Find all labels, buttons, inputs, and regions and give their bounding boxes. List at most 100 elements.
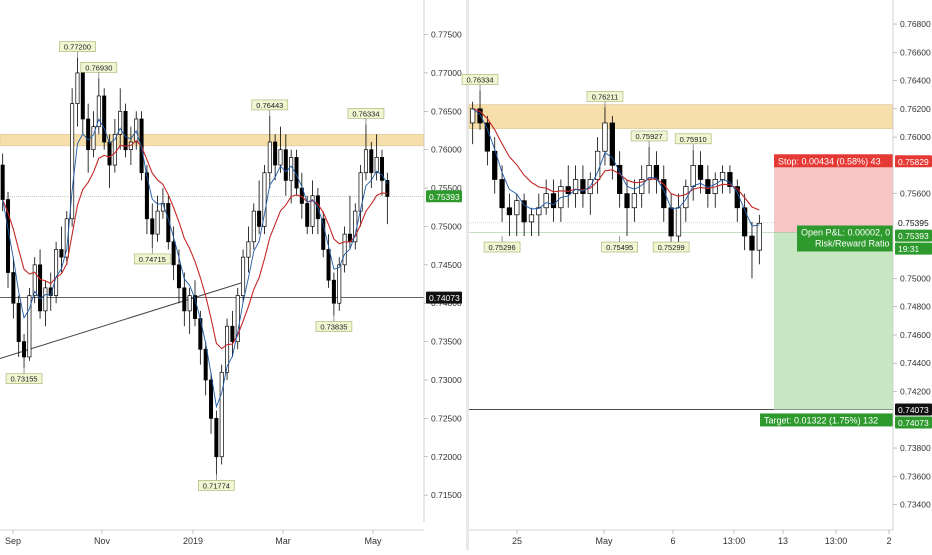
right-chart-candle: [580, 179, 586, 194]
left-chart-swing-label-box: [198, 480, 235, 491]
right-chart-swing-label-box: [586, 91, 624, 102]
right-chart-candle: [661, 179, 667, 209]
right-chart-y-tick-label: 0.75600: [900, 189, 931, 199]
right-chart-candle: [514, 200, 520, 216]
right-chart-candle: [521, 200, 527, 223]
left-level-tag-box: [426, 291, 462, 304]
left-chart-candle: [86, 118, 91, 151]
right-chart-candle: [756, 222, 762, 251]
left-chart-swing-label-box: [5, 373, 43, 385]
right-chart-candle: [675, 207, 682, 237]
left-chart-candle: [235, 295, 240, 342]
right-chart-swing-label-box: [601, 241, 638, 253]
left-chart-candle: [267, 141, 272, 174]
left-chart-y-tick-label: 0.71500: [431, 490, 462, 500]
right-chart-y-tick-label: 0.74200: [900, 386, 931, 396]
right-chart-candle: [572, 179, 579, 194]
left-chart-candle: [75, 72, 80, 104]
left-chart-candle: [310, 195, 315, 227]
left-chart-swing-label-box: [251, 99, 289, 111]
left-chart-candle: [102, 95, 107, 143]
left-chart-candle: [22, 341, 27, 358]
right-stop-tag-box: [895, 155, 932, 168]
left-chart-candle: [107, 141, 112, 166]
left-chart-candle: [112, 133, 117, 166]
right-chart-y-axis: 0.76800 0.76600 0.76400 0.76200 0.76000 0.756…: [892, 0, 931, 530]
left-chart-candle: [171, 241, 176, 266]
left-chart-swing-label: 0.73835: [320, 323, 347, 332]
left-chart-candle: [16, 302, 21, 342]
right-timer-tag-box: [895, 242, 932, 255]
left-x-axis: Sep Nov 2019 Mar May: [0, 529, 464, 550]
left-chart-candle: [326, 249, 331, 281]
right-chart-candle: [741, 207, 748, 237]
right-level-tag-box: [895, 403, 932, 416]
right-x-axis-tick-label: 25: [512, 536, 522, 546]
left-chart-candle: [305, 203, 310, 227]
right-chart-candle: [668, 207, 674, 237]
right-chart-swing-label: 0.76211: [592, 92, 619, 101]
right-stop-tag-text: 0.75829: [898, 157, 929, 167]
right-chart-ma-slow: [472, 108, 760, 211]
left-chart-candle: [219, 371, 224, 458]
right-chart-candle: [609, 122, 615, 166]
left-chart-swing-label: 0.76930: [85, 63, 112, 72]
right-timer-tag: 19:31: [895, 242, 932, 255]
right-chart-candle: [617, 165, 623, 194]
right-chart-candle: [499, 179, 505, 209]
left-chart-swing-label: 0.73155: [10, 375, 37, 384]
right-x-axis-bg: [469, 530, 932, 550]
left-chart-candle: [80, 72, 85, 120]
right-timer-tag-text: 19:31: [898, 244, 920, 254]
left-chart-ma-fast: [2, 118, 388, 409]
left-chart-candle: [176, 264, 181, 289]
left-x-axis-tick-label: 2019: [183, 536, 203, 546]
left-chart-y-tick-label: 0.75500: [431, 183, 462, 193]
left-chart-swing-label: 0.71774: [203, 481, 230, 490]
left-chart-candle: [273, 141, 278, 166]
right-current-price-tag-2-text: 0.75393: [898, 231, 929, 241]
left-x-axis-tick-label: Mar: [275, 536, 291, 546]
left-chart-swing-label: 0.74715: [139, 255, 166, 264]
left-chart-candle: [192, 295, 198, 319]
position-target-zone: [774, 232, 893, 410]
left-chart-candle: [241, 256, 246, 296]
left-x-axis-tick-label: May: [364, 536, 382, 546]
right-chart-candle: [727, 172, 733, 187]
left-current-price-tag: 0.75393: [426, 190, 462, 203]
left-chart-y-axis: 0.77500 0.77000 0.76500 0.76000 0.75500 0.750…: [423, 0, 462, 522]
right-level-tag-2-text: 0.74073: [898, 418, 929, 428]
left-chart-candle: [27, 295, 32, 358]
right-chart-swing-label: 0.75296: [489, 243, 516, 252]
right-x-axis-tick-label: 13:00: [825, 536, 848, 546]
left-chart-candle: [144, 172, 149, 220]
right-chart-y-tick-label: 0.76400: [900, 76, 931, 86]
right-chart-candle: [492, 150, 498, 180]
right-chart-swing-label-box: [461, 74, 499, 85]
right-chart-candle: [536, 207, 542, 216]
right-chart-y-tick-label: 0.74400: [900, 358, 931, 368]
right-chart-candle: [653, 165, 660, 180]
left-chart-swing-label-box: [347, 108, 385, 119]
left-chart-y-tick-label: 0.72000: [431, 452, 462, 462]
left-chart-candle: [342, 233, 347, 266]
left-chart-y-tick-label: 0.73500: [431, 337, 462, 347]
left-chart-swing-label: 0.76443: [256, 101, 283, 110]
right-chart-swing-label: 0.75910: [680, 135, 707, 144]
right-x-axis-tick-label: May: [595, 536, 613, 546]
left-chart-candle: [369, 149, 374, 174]
left-chart-candle: [289, 157, 294, 181]
left-chart-ma-slow: [2, 139, 388, 350]
left-chart-candle: [363, 149, 368, 174]
right-chart-candle: [477, 108, 483, 124]
right-current-price-tag-2: 0.75393: [895, 229, 932, 242]
right-chart-y-tick-label: 0.76200: [900, 104, 931, 114]
right-current-price-tag: 0.75395: [895, 216, 932, 229]
right-chart-swing-label: 0.75495: [606, 243, 633, 252]
stop-label-box: [774, 154, 893, 168]
right-level-tag-text: 0.74073: [898, 405, 929, 415]
left-chart-y-tick-label: 0.75000: [431, 221, 462, 231]
left-level-tag-text: 0.74073: [429, 293, 460, 303]
